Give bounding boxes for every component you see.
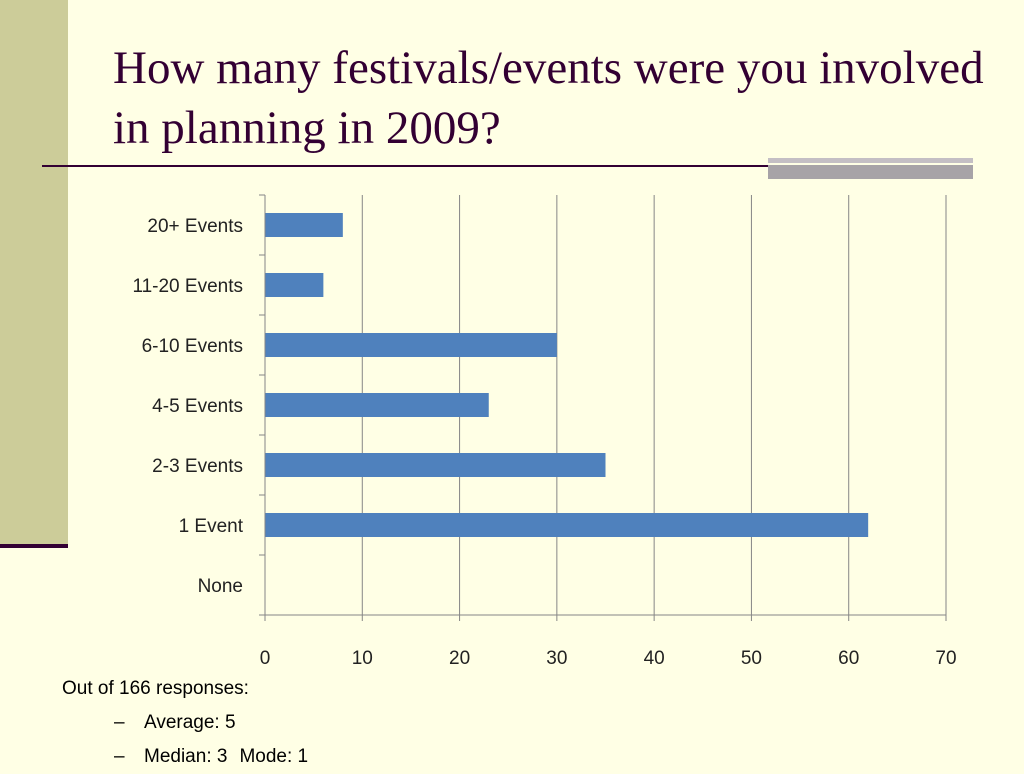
slide-title: How many festivals/events were you invol…	[113, 42, 984, 154]
x-tick-label: 50	[741, 648, 762, 669]
y-category-label: 20+ Events	[147, 216, 243, 237]
x-tick-label: 60	[838, 648, 859, 669]
bar-4-5-events	[265, 393, 489, 417]
x-tick-label: 10	[352, 648, 373, 669]
title-divider	[42, 165, 973, 167]
bar-20-events	[265, 213, 343, 237]
response-summary: Out of 166 responses: – Average: 5 – Med…	[62, 672, 308, 774]
chart-bars	[265, 213, 869, 537]
y-category-label: 4-5 Events	[152, 396, 243, 417]
y-category-label: 2-3 Events	[152, 456, 243, 477]
y-category-label: 11-20 Events	[132, 276, 243, 297]
summary-list: – Average: 5 – Median: 3 Mode: 1	[62, 706, 308, 774]
bar-1-event	[265, 513, 869, 537]
summary-median-text: Median: 3	[144, 746, 228, 767]
summary-average-text: Average: 5	[144, 712, 236, 733]
summary-item-median-mode: – Median: 3 Mode: 1	[114, 740, 308, 774]
x-tick-label: 20	[449, 648, 470, 669]
left-accent-band	[0, 0, 68, 545]
y-category-label: 1 Event	[179, 516, 244, 537]
y-category-label: 6-10 Events	[142, 336, 243, 357]
x-tick-label: 40	[644, 648, 665, 669]
chart-axes	[259, 194, 947, 621]
bar-2-3-events	[265, 453, 606, 477]
x-tick-label: 30	[546, 648, 567, 669]
summary-item-average: – Average: 5	[114, 706, 308, 740]
summary-heading: Out of 166 responses:	[62, 678, 249, 699]
bar-6-10-events	[265, 333, 557, 357]
title-divider-accent	[768, 158, 973, 179]
left-accent-line	[0, 544, 68, 548]
x-tick-label: 70	[935, 648, 956, 669]
x-tick-label: 0	[260, 648, 271, 669]
summary-dash: –	[114, 712, 125, 733]
y-category-label: None	[198, 576, 243, 597]
summary-mode-text: Mode: 1	[239, 746, 309, 767]
bar-11-20-events	[265, 273, 324, 297]
bar-chart: 0 10 20 30 40 50 60 70 20+ Events 11-20 Events 6-1…	[132, 194, 957, 669]
summary-dash: –	[114, 746, 125, 767]
chart-labels: 0 10 20 30 40 50 60 70 20+ Events 11-20 Events 6-1…	[132, 216, 956, 669]
